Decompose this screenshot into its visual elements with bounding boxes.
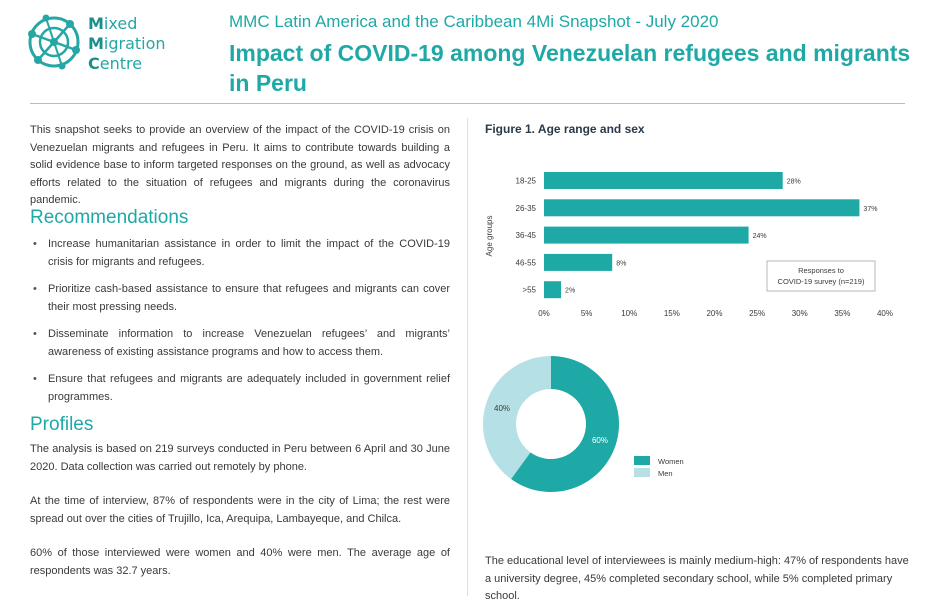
mmc-logo: Mixed Migration Centre bbox=[24, 12, 184, 78]
x-tick-label: 10% bbox=[621, 309, 637, 318]
list-item: Ensure that refugees and migrants are ad… bbox=[30, 371, 450, 406]
profiles-paragraph: At the time of interview, 87% of respond… bbox=[30, 495, 450, 525]
sex-donut-chart: 60% 40% Women Men bbox=[483, 356, 684, 492]
legend-swatch bbox=[634, 456, 650, 465]
legend-label: Men bbox=[658, 469, 673, 478]
bar-value-label: 28% bbox=[787, 179, 801, 186]
x-tick-label: 5% bbox=[581, 309, 593, 318]
bar bbox=[544, 281, 562, 299]
bar-value-label: 37% bbox=[863, 206, 877, 213]
legend-label: Women bbox=[658, 457, 684, 466]
bar-value-label: 24% bbox=[753, 233, 767, 240]
education-paragraph: The educational level of interviewees is… bbox=[485, 555, 909, 602]
profiles-heading: Profiles bbox=[30, 414, 94, 435]
list-item: Prioritize cash-based assistance to ensu… bbox=[30, 281, 450, 316]
bar bbox=[544, 172, 783, 189]
bar bbox=[544, 226, 749, 244]
bar-value-label: 2% bbox=[565, 288, 575, 295]
bar bbox=[544, 199, 860, 217]
header-divider bbox=[30, 103, 905, 104]
list-item: Increase humanitarian assistance in orde… bbox=[30, 236, 450, 271]
age-bar-chart: Age groups 18-25 28% 26-35 37% 36-45 24% 46-55 8… bbox=[485, 172, 893, 318]
annotation-line: Responses to bbox=[798, 266, 844, 275]
x-tick-label: 35% bbox=[834, 309, 850, 318]
x-tick-label: 25% bbox=[749, 309, 765, 318]
bar-value-label: 8% bbox=[616, 260, 626, 267]
donut-slice bbox=[511, 356, 619, 492]
slice-value-label: 60% bbox=[592, 436, 608, 445]
annotation-box bbox=[766, 260, 876, 292]
logo-wordmark: Mixed Migration Centre bbox=[88, 14, 166, 73]
page-title: Impact of COVID-19 among Venezuelan refu… bbox=[229, 40, 911, 96]
annotation-line: COVID-19 survey (n=219) bbox=[778, 277, 865, 286]
recommendations-heading: Recommendations bbox=[30, 207, 189, 228]
x-tick-label: 15% bbox=[664, 309, 680, 318]
slice-value-label: 40% bbox=[494, 404, 510, 413]
bar bbox=[544, 253, 613, 271]
intro-paragraph: This snapshot seeks to provide an overvi… bbox=[30, 124, 450, 206]
y-axis-title: Age groups bbox=[485, 216, 494, 257]
donut-slice bbox=[483, 356, 551, 480]
report-kicker: MMC Latin America and the Caribbean 4Mi … bbox=[229, 12, 719, 31]
figure-title: Figure 1. Age range and sex bbox=[485, 122, 645, 136]
column-divider bbox=[467, 118, 468, 596]
x-tick-label: 30% bbox=[792, 309, 808, 318]
recommendations-list: Increase humanitarian assistance in orde… bbox=[30, 236, 450, 416]
y-tick-label: 26-35 bbox=[516, 204, 537, 213]
y-tick-label: 18-25 bbox=[516, 177, 537, 186]
x-tick-label: 0% bbox=[538, 309, 550, 318]
y-tick-label: >55 bbox=[522, 286, 536, 295]
globe-network-icon bbox=[28, 14, 80, 70]
legend-swatch bbox=[634, 468, 650, 477]
list-item: Disseminate information to increase Vene… bbox=[30, 326, 450, 361]
profiles-paragraph: 60% of those interviewed were women and … bbox=[30, 547, 450, 577]
y-tick-label: 36-45 bbox=[516, 231, 537, 240]
profiles-paragraph: The analysis is based on 219 surveys con… bbox=[30, 443, 450, 473]
x-tick-label: 40% bbox=[877, 309, 893, 318]
y-tick-label: 46-55 bbox=[516, 258, 537, 267]
x-tick-label: 20% bbox=[706, 309, 722, 318]
